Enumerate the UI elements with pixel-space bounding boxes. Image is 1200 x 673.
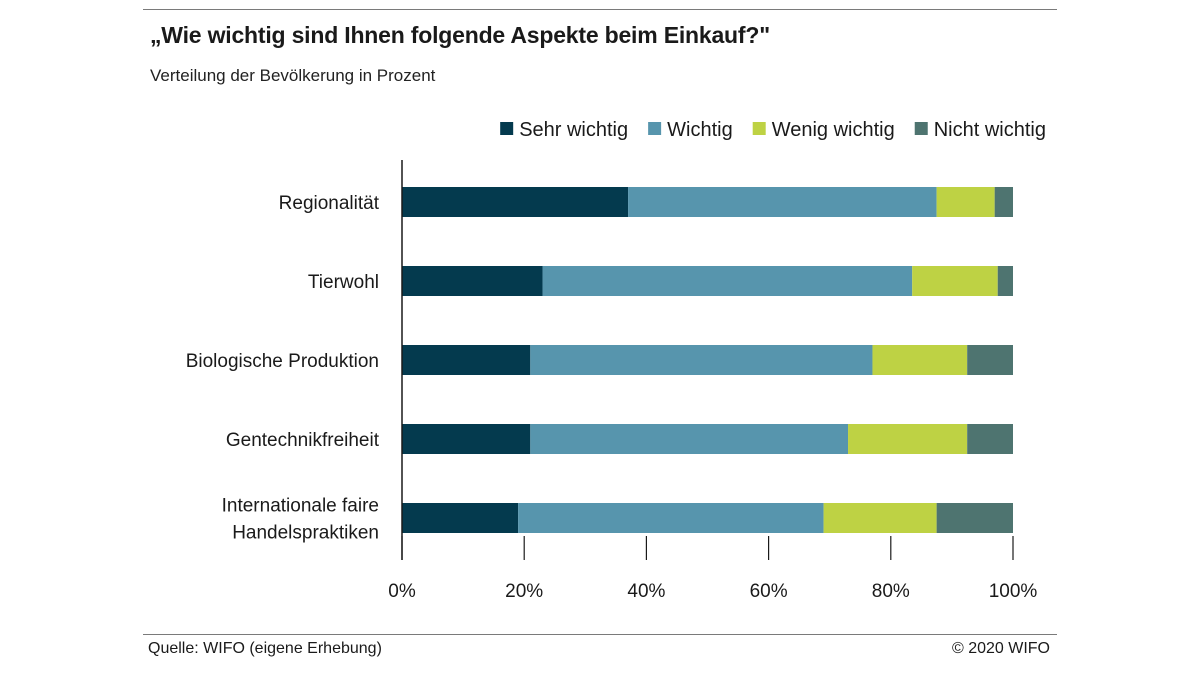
legend-swatch: [752, 122, 766, 135]
category-label: Internationale faire: [222, 496, 379, 517]
bar-segment: [518, 503, 824, 533]
x-tick-label: 100%: [989, 581, 1038, 602]
category-label: Biologische Produktion: [186, 351, 379, 372]
bar-segment: [402, 345, 531, 375]
legend-swatch: [500, 122, 514, 135]
stacked-bar-chart: Nicht wichtig Wenig wichtig Wichtig Sehr wi…: [186, 119, 1046, 602]
bar-segment: [994, 187, 1013, 217]
bar-segment: [967, 424, 1013, 454]
bar-segment: [848, 424, 968, 454]
legend-label: Wenig wichtig: [772, 119, 895, 141]
top-rule: [143, 9, 1057, 10]
bar-segment: [402, 503, 519, 533]
bar-segment: [872, 345, 968, 375]
bar-segment: [997, 266, 1013, 296]
x-tick-label: 80%: [872, 581, 910, 602]
chart-subtitle: Verteilung der Bevölkerung in Prozent: [150, 66, 436, 85]
source-note: Quelle: WIFO (eigene Erhebung): [148, 640, 382, 657]
legend-label: Wichtig: [667, 119, 733, 141]
bar-segment: [912, 266, 998, 296]
x-tick-label: 20%: [505, 581, 543, 602]
bottom-rule: [143, 634, 1057, 635]
legend-label: Sehr wichtig: [519, 119, 628, 141]
bar-segment: [542, 266, 913, 296]
bar-segment: [936, 187, 995, 217]
bar-segment: [402, 266, 543, 296]
bar-segment: [823, 503, 937, 533]
bar-segment: [402, 187, 629, 217]
bar-segment: [530, 345, 873, 375]
legend-swatch: [914, 122, 928, 135]
category-label: Handelspraktiken: [232, 523, 379, 544]
copyright-note: © 2020 WIFO: [951, 640, 1050, 657]
x-tick-label: 40%: [627, 581, 665, 602]
category-label: Gentechnikfreiheit: [226, 430, 380, 451]
chart-title: „Wie wichtig sind Ihnen folgende Aspekte…: [150, 22, 770, 48]
category-label: Tierwohl: [308, 272, 379, 293]
bar-segment: [967, 345, 1013, 375]
bar-segment: [530, 424, 849, 454]
legend-label: Nicht wichtig: [934, 119, 1046, 141]
x-tick-label: 60%: [750, 581, 788, 602]
category-label: Regionalität: [279, 193, 380, 214]
x-tick-label: 0%: [388, 581, 416, 602]
bar-segment: [402, 424, 531, 454]
bar-segment: [628, 187, 937, 217]
legend-swatch: [648, 122, 662, 135]
bar-segment: [936, 503, 1013, 533]
